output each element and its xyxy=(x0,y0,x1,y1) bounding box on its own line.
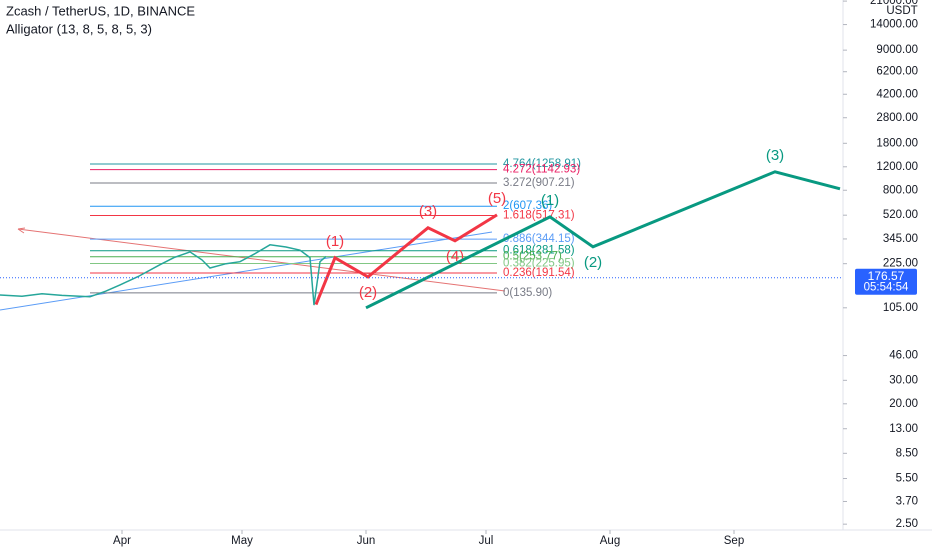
y-tick-label: 1200.00 xyxy=(876,161,918,173)
y-tick-label: 225.00 xyxy=(883,258,918,270)
y-tick-label: 9000.00 xyxy=(876,44,918,56)
x-tick-label: Jul xyxy=(479,535,494,547)
y-tick-label: 20.00 xyxy=(889,398,918,410)
y-tick-label: 30.00 xyxy=(889,374,918,386)
wave-line xyxy=(365,170,841,310)
price-tag xyxy=(855,268,917,295)
trend-arrow xyxy=(17,227,26,234)
y-tick-label: 46.00 xyxy=(889,350,918,362)
fib-label: 4.272(1142.93) xyxy=(503,164,580,176)
y-tick-label: 800.00 xyxy=(883,184,918,196)
fib-label: 0.382(225.95) xyxy=(503,257,575,269)
fib-label: 0.236(191.54) xyxy=(503,267,575,279)
y-tick-label: 21000.00 xyxy=(870,0,918,7)
y-tick-label: 520.00 xyxy=(883,209,918,221)
unit-label: USDT xyxy=(886,5,917,17)
fib-label: 3.272(907.21) xyxy=(503,177,575,189)
fib-label: 0(135.90) xyxy=(503,287,552,299)
wave-label: (3) xyxy=(419,203,437,220)
y-tick-label: 3.70 xyxy=(896,496,918,508)
x-tick-label: Aug xyxy=(600,535,620,547)
fib-label: 2(607.36) xyxy=(503,200,552,212)
wave-label: (2) xyxy=(359,284,377,301)
price-tag-value: 176.57 xyxy=(868,269,905,283)
y-tick-label: 1800.00 xyxy=(876,137,918,149)
x-tick-label: Apr xyxy=(113,535,131,547)
y-tick-label: 6200.00 xyxy=(876,66,918,78)
fib-label: 0.886(344.15) xyxy=(503,233,575,245)
y-tick-label: 105.00 xyxy=(883,302,918,314)
y-tick-label: 13.00 xyxy=(889,423,918,435)
wave-label: (5) xyxy=(488,190,506,207)
y-tick-label: 2.50 xyxy=(896,518,918,530)
y-tick-label: 8.50 xyxy=(896,447,918,459)
x-tick-label: May xyxy=(231,535,253,547)
fib-label: 4.764(1258.91) xyxy=(503,158,581,170)
fib-label: 0.618(281.58) xyxy=(503,245,575,257)
y-tick-label: 5.50 xyxy=(896,473,918,485)
y-tick-label: 4200.00 xyxy=(876,88,918,100)
countdown: 05:54:54 xyxy=(864,282,909,294)
y-tick-label: 2800.00 xyxy=(876,112,918,124)
wave-label: (3) xyxy=(766,147,784,164)
y-tick-label: 345.00 xyxy=(883,233,918,245)
x-tick-label: Jun xyxy=(357,535,376,547)
fib-label: 1.618(517.31) xyxy=(503,210,575,222)
chart-title: Zcash / TetherUS, 1D, BINANCE xyxy=(6,3,195,18)
wave-label: (2) xyxy=(584,254,602,271)
fib-label: 0.5(253.77) xyxy=(503,251,562,263)
wave-line xyxy=(314,213,498,306)
wave-label: (1) xyxy=(541,192,559,209)
y-tick-label: 14000.00 xyxy=(870,19,918,31)
indicator-label: Alligator (13, 8, 5, 8, 5, 3) xyxy=(6,21,152,36)
x-tick-label: Sep xyxy=(724,535,744,547)
wave-label: (1) xyxy=(326,233,344,250)
price-line xyxy=(0,244,327,306)
